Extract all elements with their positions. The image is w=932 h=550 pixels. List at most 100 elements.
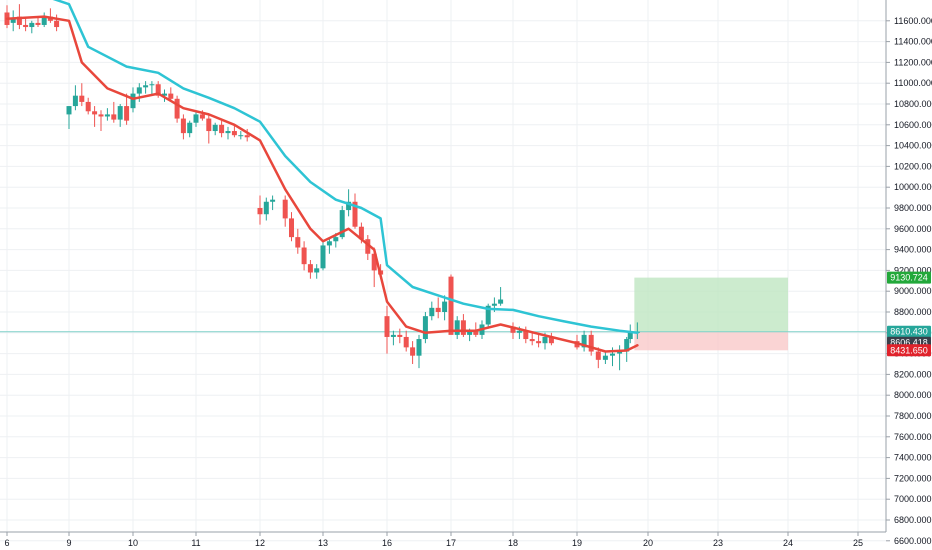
candle-body [602, 355, 608, 360]
y-tick-label: 9600.000 [894, 224, 932, 234]
x-tick-label: 12 [255, 538, 265, 548]
x-tick-label: 18 [508, 538, 518, 548]
y-tick-label: 11400.000 [894, 37, 932, 47]
y-tick-label: 10400.000 [894, 141, 932, 151]
candle-body [403, 336, 409, 348]
candle-body [390, 334, 396, 337]
y-tick-label: 7800.000 [894, 411, 932, 421]
candle-body [117, 106, 123, 120]
x-tick-label: 13 [318, 538, 328, 548]
candle-body [536, 341, 542, 344]
candle-body [435, 307, 441, 312]
y-tick-label: 7400.000 [894, 453, 932, 463]
candle-body [346, 201, 352, 211]
candle-body [193, 114, 199, 123]
y-tick-label: 10000.000 [894, 182, 932, 192]
y-tick-label: 8800.000 [894, 307, 932, 317]
candle-body [307, 264, 313, 273]
candle-body [339, 210, 345, 238]
candle-body [588, 334, 594, 352]
candle-body [212, 124, 218, 132]
position-zone[interactable] [634, 277, 788, 351]
candle-body [448, 276, 454, 335]
candle-body [98, 114, 104, 117]
candle-body [516, 330, 522, 333]
candle-body [149, 84, 155, 86]
candle-body [225, 131, 231, 134]
time-axis[interactable]: 6 9 10 11 12 13 16 17 18 19 20 23 24 25 [4, 532, 863, 548]
candle-body [219, 124, 225, 134]
ema-slow-line [52, 0, 639, 335]
candle-body [23, 24, 29, 28]
candle-body [29, 22, 35, 28]
candle-body [542, 336, 548, 344]
stop-price-tag-label: 8431.650 [890, 345, 928, 355]
stop-price-tag: 8431.650 [887, 344, 931, 357]
last-price-tag-box [887, 325, 931, 338]
candle-body [384, 316, 390, 337]
last-price-tag: 8610.430 [887, 325, 931, 338]
candle-body [371, 253, 377, 271]
candle-body [111, 114, 117, 120]
last-price-tag-label: 8610.430 [890, 327, 928, 337]
candle-body [333, 237, 339, 242]
candle-body [358, 226, 364, 240]
candle-body [365, 239, 371, 254]
candle-body [523, 330, 529, 340]
candle-body [270, 199, 276, 202]
x-tick-label: 23 [713, 538, 723, 548]
x-tick-label: 19 [572, 538, 582, 548]
candle-body [320, 245, 326, 269]
candle-body [66, 106, 72, 115]
y-tick-label: 6800.000 [894, 515, 932, 525]
target-zone[interactable] [634, 277, 788, 332]
mid-price-tag-label: 8606.418 [890, 338, 928, 348]
candle-body [410, 347, 416, 356]
candle-body [155, 84, 161, 96]
candle-body [295, 237, 301, 248]
y-tick-label: 11000.000 [894, 78, 932, 88]
candle-body [326, 241, 332, 246]
candle-body [289, 218, 294, 238]
candle-body [454, 320, 460, 335]
x-tick-label: 6 [4, 538, 9, 548]
target-price-tag-box [887, 271, 931, 284]
candle-body [617, 351, 623, 354]
stop-price-tag-box [887, 344, 931, 357]
candle-body [581, 334, 587, 348]
candle-body [498, 299, 504, 304]
candle-body [244, 135, 250, 138]
y-tick-label: 11600.000 [894, 16, 932, 26]
candle-body [263, 201, 269, 215]
x-tick-label: 20 [643, 538, 653, 548]
y-tick-label: 6600.000 [894, 536, 932, 546]
candle-body [143, 85, 149, 88]
x-tick-label: 16 [382, 538, 392, 548]
candle-body [85, 101, 91, 112]
candle-body [529, 339, 535, 342]
stop-zone[interactable] [634, 331, 788, 351]
candle-body [35, 22, 41, 25]
candles [4, 4, 640, 371]
candle-body [442, 301, 448, 312]
candle-body [206, 118, 212, 132]
ema-fast-line [5, 15, 639, 353]
candle-body [422, 316, 428, 340]
candle-body [467, 330, 473, 335]
target-price-tag: 9130.724 [887, 271, 931, 284]
candle-body [352, 201, 358, 227]
y-tick-label: 9000.000 [894, 286, 932, 296]
candle-body [624, 339, 630, 352]
candle-body [130, 93, 136, 109]
y-tick-label: 10200.000 [894, 161, 932, 171]
candle-body [429, 307, 435, 317]
candle-body [72, 95, 78, 107]
candle-body [460, 320, 466, 335]
y-tick-label: 8000.000 [894, 390, 932, 400]
candle-body [124, 106, 130, 121]
x-tick-label: 11 [191, 538, 200, 548]
x-tick-label: 17 [446, 538, 456, 548]
candle-body [397, 334, 403, 337]
